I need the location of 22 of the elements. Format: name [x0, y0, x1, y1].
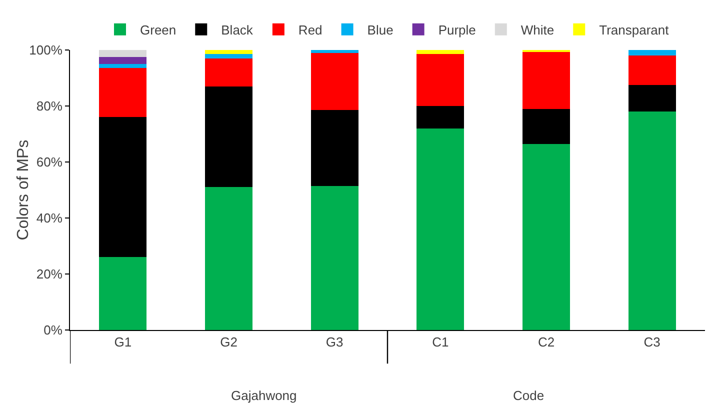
- legend-label: White: [520, 22, 554, 38]
- legend-label: Purple: [438, 22, 476, 38]
- y-tick-label: 80%: [36, 98, 63, 114]
- legend-label: Green: [140, 22, 176, 38]
- y-tick-label: 60%: [36, 154, 63, 170]
- text: Code: [513, 388, 544, 403]
- y-tick-label: 40%: [36, 210, 63, 226]
- legend-label: Blue: [367, 22, 394, 38]
- legend-label: Transparant: [599, 22, 670, 38]
- x-tick-label: C2: [538, 334, 555, 350]
- y-axis-title: Colors of MPs: [15, 140, 32, 240]
- legend-label: Black: [221, 22, 254, 38]
- y-tick-label: 20%: [36, 266, 63, 282]
- y-tick-label: 100%: [29, 42, 63, 58]
- legend-label: Red: [298, 22, 322, 38]
- x-tick-label: C3: [644, 334, 660, 350]
- y-tick-label: 0%: [44, 322, 63, 338]
- x-tick-label: G3: [326, 334, 344, 350]
- x-tick-label: G1: [114, 334, 132, 350]
- x-tick-label: G2: [220, 334, 238, 350]
- text: Gajahwong: [231, 388, 297, 403]
- x-tick-label: C1: [432, 334, 449, 350]
